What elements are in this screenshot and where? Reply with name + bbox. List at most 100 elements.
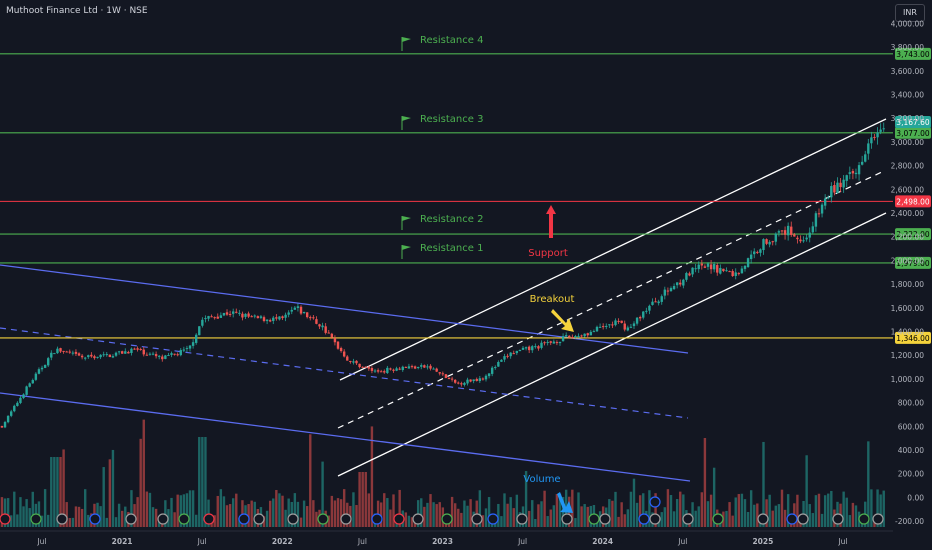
volume-bar bbox=[228, 504, 232, 527]
volume-bar bbox=[114, 517, 118, 527]
volume-bar bbox=[176, 494, 179, 527]
volume-bar bbox=[342, 489, 346, 527]
candle-body bbox=[34, 373, 38, 380]
volume-bar bbox=[823, 495, 827, 527]
candle-body bbox=[765, 239, 768, 244]
volume-bar bbox=[762, 441, 765, 527]
candle-body bbox=[497, 362, 500, 367]
candle-body bbox=[666, 290, 670, 292]
volume-bar bbox=[170, 497, 173, 527]
resistance-3-flag-icon bbox=[402, 116, 411, 121]
y-tick-label: -200.00 bbox=[895, 517, 924, 526]
volume-bar bbox=[506, 503, 509, 527]
candle-body bbox=[793, 234, 796, 237]
volume-bar bbox=[697, 506, 700, 527]
volume-bar bbox=[364, 472, 367, 527]
candle-body bbox=[346, 356, 349, 361]
volume-bar bbox=[682, 494, 685, 527]
candle-body bbox=[87, 355, 90, 358]
volume-bar bbox=[173, 512, 176, 527]
candle-body bbox=[352, 361, 355, 363]
volume-bar bbox=[99, 506, 102, 527]
volume-bar bbox=[164, 500, 167, 527]
event-marker-icon bbox=[393, 513, 405, 525]
candle-body bbox=[867, 143, 870, 154]
dividend-marker-icon bbox=[649, 496, 661, 508]
volume-bar bbox=[238, 517, 241, 527]
candle-body bbox=[355, 360, 358, 364]
candle-body bbox=[771, 241, 774, 243]
candle-body bbox=[592, 331, 596, 333]
candle-body bbox=[136, 348, 139, 350]
candle-body bbox=[256, 316, 260, 319]
candle-body bbox=[685, 273, 688, 280]
volume-bar bbox=[423, 506, 426, 527]
candle-body bbox=[534, 346, 537, 348]
event-marker-icon bbox=[599, 513, 611, 525]
candle-body bbox=[549, 341, 552, 343]
y-tick-label: 3,400.00 bbox=[891, 91, 925, 100]
volume-bar bbox=[59, 457, 62, 527]
volume-bar bbox=[327, 515, 330, 527]
volume-bar bbox=[407, 515, 411, 527]
volume-bar bbox=[549, 509, 552, 527]
level-price-tag bbox=[895, 195, 931, 208]
candle-body bbox=[370, 368, 374, 371]
candle-body bbox=[336, 341, 340, 349]
event-marker-icon bbox=[797, 513, 809, 525]
candle-body bbox=[318, 324, 321, 327]
candle-body bbox=[475, 378, 478, 381]
volume-bar bbox=[524, 471, 528, 527]
event-marker-icon bbox=[203, 513, 215, 525]
event-marker-icon bbox=[757, 513, 769, 525]
volume-bar bbox=[481, 515, 485, 527]
candle-body bbox=[524, 347, 528, 349]
candle-body bbox=[546, 341, 549, 343]
volume-bar bbox=[130, 490, 133, 527]
volume-bar bbox=[426, 502, 429, 527]
candle-body bbox=[367, 367, 371, 369]
candle-body bbox=[379, 371, 383, 373]
event-marker-icon bbox=[340, 513, 352, 525]
currency-button[interactable]: INR bbox=[895, 4, 925, 22]
volume-bar bbox=[309, 434, 312, 527]
volume-bar bbox=[503, 493, 506, 527]
candle-body bbox=[198, 326, 201, 336]
volume-bar bbox=[534, 518, 537, 527]
candle-body bbox=[210, 316, 213, 318]
volume-bar bbox=[626, 509, 630, 527]
candle-body bbox=[531, 346, 534, 351]
volume-bar bbox=[728, 502, 731, 527]
candle-body bbox=[410, 366, 414, 368]
candle-body bbox=[293, 307, 297, 310]
candle-body bbox=[142, 349, 145, 355]
candle-body bbox=[321, 325, 324, 328]
candle-body bbox=[450, 378, 454, 380]
volume-bar bbox=[478, 490, 482, 527]
volume-bar bbox=[611, 500, 614, 527]
volume-bar bbox=[879, 494, 882, 527]
volume-bar bbox=[734, 497, 737, 527]
candle-body bbox=[216, 316, 219, 319]
event-marker-icon bbox=[253, 513, 265, 525]
volume-bar bbox=[241, 500, 244, 527]
volume-bar bbox=[540, 501, 543, 527]
candle-body bbox=[577, 335, 580, 337]
x-tick-label: Jul bbox=[36, 537, 46, 546]
candle-body bbox=[28, 383, 31, 387]
volume-bar bbox=[296, 501, 300, 527]
candle-body bbox=[281, 316, 284, 319]
event-marker-icon bbox=[56, 513, 68, 525]
candle-body bbox=[231, 311, 235, 314]
volume-bar bbox=[420, 498, 423, 527]
volume-bar bbox=[774, 505, 778, 527]
candle-body bbox=[749, 254, 753, 260]
volume-bar bbox=[136, 497, 139, 527]
volume-bar bbox=[43, 489, 47, 527]
volume-bar bbox=[355, 505, 358, 527]
candle-body bbox=[645, 310, 648, 312]
level-price-tag bbox=[895, 331, 931, 344]
volume-bar bbox=[749, 490, 753, 527]
volume-bar bbox=[629, 491, 633, 527]
